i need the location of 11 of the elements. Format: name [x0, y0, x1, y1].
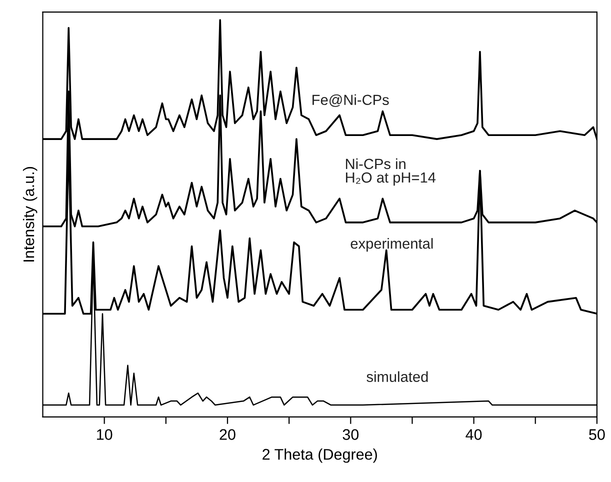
- x-axis-title: 2 Theta (Degree): [262, 448, 377, 463]
- series-label: Ni-CPs in H₂O at pH=14: [346, 158, 436, 186]
- x-tick-label: 20: [220, 429, 236, 440]
- x-tick-label: 40: [466, 429, 482, 440]
- series-label: simulated: [366, 371, 428, 382]
- y-axis-title: Intensity (a.u.): [22, 167, 38, 262]
- series-label: Fe@Ni-CPs: [312, 94, 389, 107]
- x-tick-label: 30: [342, 429, 359, 440]
- x-tick-label: 50: [589, 429, 605, 440]
- x-tick-label: 10: [97, 429, 112, 440]
- series-label: experimental: [350, 238, 433, 252]
